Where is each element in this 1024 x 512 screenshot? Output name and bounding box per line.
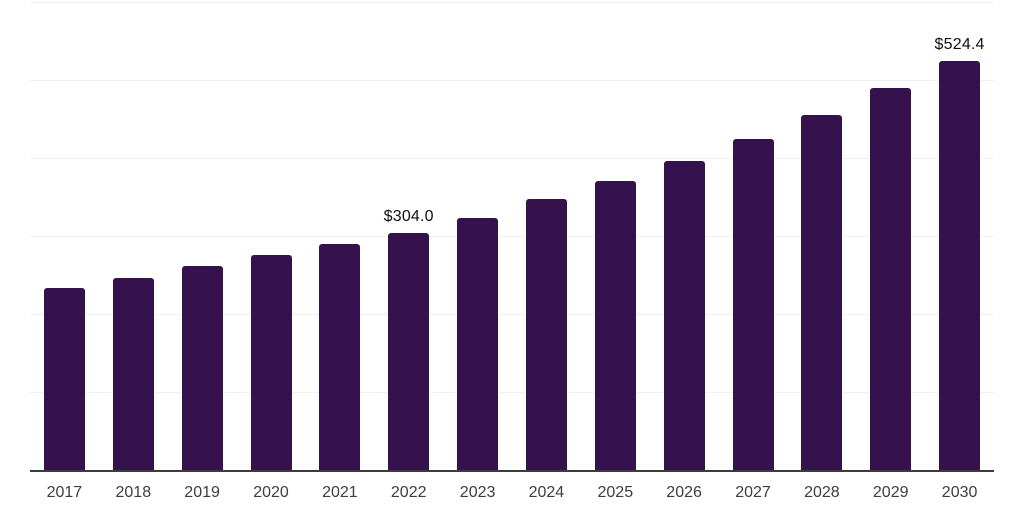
x-tick-2021: 2021 bbox=[322, 484, 358, 501]
x-tick-2029: 2029 bbox=[872, 484, 909, 501]
bar-2030 bbox=[939, 61, 981, 470]
x-axis-line bbox=[30, 470, 994, 472]
bar-2024 bbox=[525, 199, 567, 470]
bar-2022 bbox=[388, 232, 430, 470]
gridline-500 bbox=[30, 80, 994, 81]
bar-2019 bbox=[181, 266, 223, 470]
bar-2021 bbox=[319, 244, 361, 470]
x-tick-2022: 2022 bbox=[390, 484, 427, 501]
bar-2029 bbox=[870, 88, 912, 470]
gridline-200 bbox=[30, 314, 994, 315]
bar-2028 bbox=[801, 115, 843, 470]
bar-2027 bbox=[732, 139, 774, 470]
gridline-100 bbox=[30, 392, 994, 393]
x-tick-2020: 2020 bbox=[253, 484, 289, 501]
bar-2017 bbox=[43, 287, 85, 470]
bar-2020 bbox=[250, 255, 292, 470]
x-tick-2030: 2030 bbox=[941, 484, 978, 501]
bar-2023 bbox=[457, 218, 499, 470]
bar-2025 bbox=[594, 181, 636, 470]
data-label-2022: $304.0 bbox=[383, 207, 434, 225]
x-tick-2028: 2028 bbox=[804, 484, 840, 501]
bar-2026 bbox=[663, 161, 705, 470]
x-tick-2017: 2017 bbox=[46, 484, 83, 501]
gridline-400 bbox=[30, 158, 994, 159]
x-tick-2019: 2019 bbox=[184, 484, 220, 501]
gridline-600 bbox=[30, 2, 994, 3]
x-tick-2024: 2024 bbox=[528, 484, 565, 501]
bar-2018 bbox=[112, 278, 154, 470]
gridline-300 bbox=[30, 236, 994, 237]
x-tick-2018: 2018 bbox=[115, 484, 152, 501]
x-tick-2026: 2026 bbox=[666, 484, 702, 501]
x-tick-2027: 2027 bbox=[735, 484, 771, 501]
x-tick-2025: 2025 bbox=[597, 484, 634, 501]
data-label-2030: $524.4 bbox=[934, 35, 985, 53]
x-tick-2023: 2023 bbox=[459, 484, 496, 501]
